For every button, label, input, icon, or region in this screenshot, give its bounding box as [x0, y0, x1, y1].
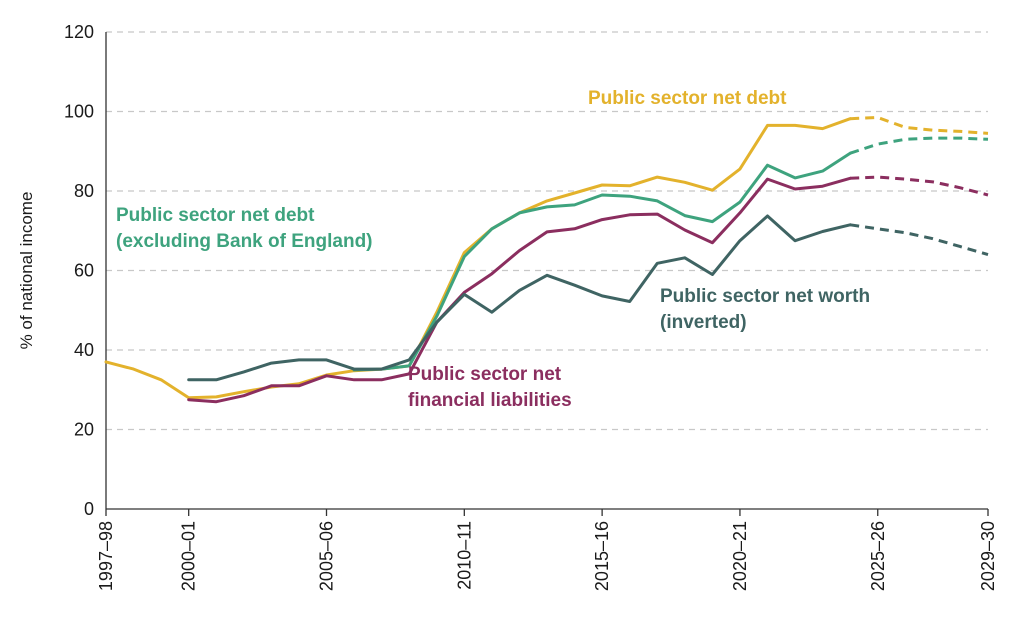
series-line-forecast-public-sector-net-financial-liabilities: [850, 175, 989, 197]
y-tick-label: 120: [64, 22, 94, 42]
series-label-public-sector-net-worth-inverted: Public sector net worth (inverted): [660, 286, 870, 333]
y-tick-label: 40: [74, 340, 94, 360]
series-line-public-sector-net-worth-inverted: [187, 214, 852, 382]
gridlines: [106, 31, 988, 431]
y-tick-label: 100: [64, 102, 94, 122]
x-tick-label: 2010–11: [454, 521, 474, 590]
axes: 0 20 40 60 80 100 120 % of national income 1997–…: [17, 22, 998, 591]
x-tick-label: 2029–30: [978, 521, 998, 591]
series-label-public-sector-net-financial-liabilities: Public sector net financial liabilities: [408, 364, 572, 411]
y-tick-label: 20: [74, 420, 94, 440]
series-label-public-sector-net-debt: Public sector net debt: [588, 88, 787, 109]
x-tick-label: 2000–01: [179, 521, 199, 591]
series-line-forecast-public-sector-net-debt-excluding-bank-of-england: [849, 136, 989, 155]
x-tick-label: 2005–06: [317, 521, 337, 591]
y-tick-label: 80: [74, 181, 94, 201]
x-tick-label: 2020–21: [730, 521, 750, 591]
x-tick-label: 1997–98: [96, 521, 116, 591]
x-tick-label: 2025–26: [868, 521, 888, 591]
series-line-public-sector-net-financial-liabilities: [187, 176, 852, 404]
series-labels: Public sector net debt Public sector net …: [116, 88, 870, 411]
y-tick-label: 60: [74, 261, 94, 281]
y-tick-label: 0: [84, 499, 94, 519]
series-line-forecast-public-sector-net-debt: [850, 116, 989, 135]
y-axis-label: % of national income: [17, 192, 36, 350]
series-lines: [104, 116, 989, 404]
series-line-public-sector-net-debt: [104, 117, 852, 400]
series-line-forecast-public-sector-net-worth-inverted: [849, 223, 989, 257]
series-label-public-sector-net-debt-excluding-bank-of-england: Public sector net debt (excluding Bank of…: [116, 205, 373, 252]
x-tick-label: 2015–16: [592, 521, 612, 591]
series-line-public-sector-net-debt-excluding-bank-of-england: [352, 151, 852, 372]
